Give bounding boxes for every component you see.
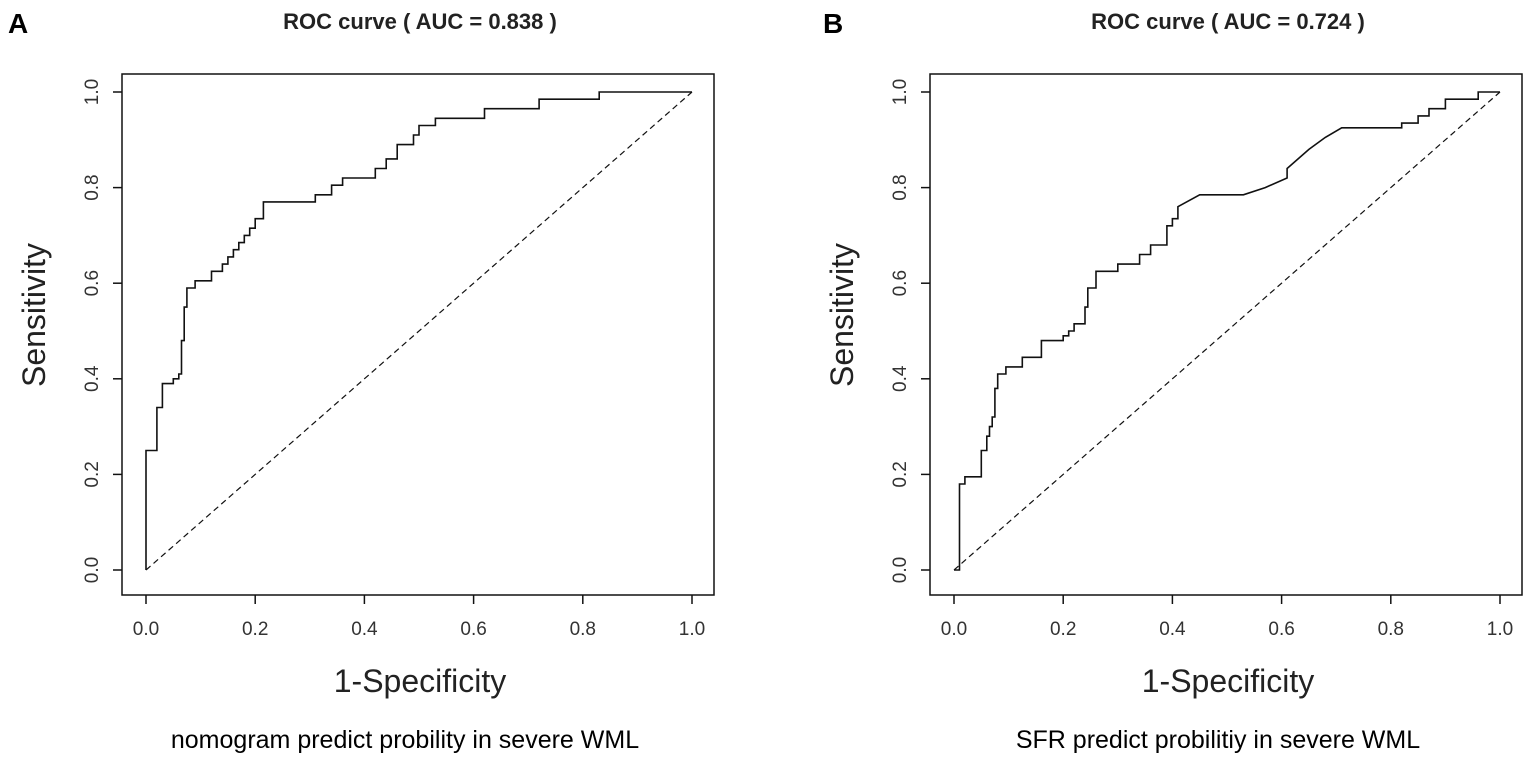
x-tick-label: 0.8 xyxy=(1378,619,1404,640)
roc-chart-b: B ROC curve ( AUC = 0.724 ) 0.0 0.2 0.4 0.6… xyxy=(823,8,1523,754)
x-tick-label: 0.2 xyxy=(1050,619,1076,640)
y-axis: 0.0 0.2 0.4 0.6 0.8 1.0 xyxy=(82,79,122,583)
x-tick-label: 0.4 xyxy=(1159,619,1186,640)
chart-caption: nomogram predict probility in severe WML xyxy=(171,726,639,754)
y-tick-label: 1.0 xyxy=(890,79,911,105)
y-tick-label: 0.8 xyxy=(82,174,103,200)
reference-diagonal-line xyxy=(953,91,1501,571)
y-tick-label: 0.4 xyxy=(82,365,103,392)
roc-curve-line xyxy=(954,91,1500,571)
x-axis: 0.0 0.2 0.4 0.6 0.8 1.0 xyxy=(941,595,1513,640)
panel-label: A xyxy=(8,8,28,39)
chart-title: ROC curve ( AUC = 0.724 ) xyxy=(1091,9,1365,34)
x-tick-label: 0.6 xyxy=(1268,619,1294,640)
y-axis-title: Sensitivity xyxy=(16,243,52,387)
x-axis: 0.0 0.2 0.4 0.6 0.8 1.0 xyxy=(133,595,705,640)
x-tick-label: 1.0 xyxy=(1487,619,1513,640)
y-tick-label: 1.0 xyxy=(82,79,103,105)
x-axis-title: 1-Specificity xyxy=(334,663,507,699)
x-tick-label: 0.6 xyxy=(460,619,486,640)
y-tick-label: 0.6 xyxy=(890,270,911,296)
x-tick-label: 0.4 xyxy=(351,619,378,640)
y-tick-label: 0.8 xyxy=(890,174,911,200)
chart-caption: SFR predict probilitiy in severe WML xyxy=(1016,726,1420,754)
chart-title: ROC curve ( AUC = 0.838 ) xyxy=(283,9,557,34)
y-axis: 0.0 0.2 0.4 0.6 0.8 1.0 xyxy=(890,79,930,583)
y-axis-title: Sensitivity xyxy=(824,243,860,387)
x-tick-label: 0.2 xyxy=(242,619,268,640)
y-tick-label: 0.0 xyxy=(82,557,103,583)
panel-label: B xyxy=(823,8,843,39)
x-tick-label: 1.0 xyxy=(679,619,705,640)
x-tick-label: 0.0 xyxy=(133,619,159,640)
x-tick-label: 0.8 xyxy=(570,619,596,640)
y-tick-label: 0.4 xyxy=(890,365,911,392)
roc-chart-a: A ROC curve ( AUC = 0.838 ) 0.0 0.2 0.4 0.6… xyxy=(8,8,715,754)
series-group xyxy=(145,91,693,571)
y-tick-label: 0.6 xyxy=(82,270,103,296)
roc-curve-line xyxy=(145,91,692,570)
x-tick-label: 0.0 xyxy=(941,619,967,640)
y-tick-label: 0.2 xyxy=(82,461,103,487)
chart-panel-a: A ROC curve ( AUC = 0.838 ) 0.0 0.2 0.4 0.6… xyxy=(0,0,767,761)
series-group xyxy=(953,91,1501,571)
plot-frame xyxy=(929,73,1523,596)
x-axis-title: 1-Specificity xyxy=(1142,663,1315,699)
plot-frame xyxy=(121,73,715,596)
chart-panel-b: B ROC curve ( AUC = 0.724 ) 0.0 0.2 0.4 0.6… xyxy=(808,0,1535,761)
reference-diagonal-line xyxy=(145,91,693,571)
y-tick-label: 0.0 xyxy=(890,557,911,583)
y-tick-label: 0.2 xyxy=(890,461,911,487)
